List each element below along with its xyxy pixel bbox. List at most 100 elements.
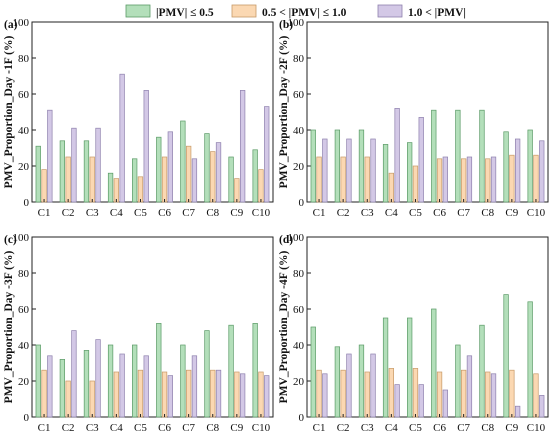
y-tick-label: 40 bbox=[18, 125, 30, 137]
x-tick-label: C10 bbox=[527, 207, 546, 219]
bar-c5-series-2 bbox=[137, 369, 144, 418]
bar-c3-series-2 bbox=[364, 371, 370, 418]
bar-c6-series-1 bbox=[156, 323, 162, 418]
bar-c10-series-3 bbox=[539, 140, 545, 203]
legend-label-low: |PMV| ≤ 0.5 bbox=[156, 7, 214, 19]
bar-c10-series-1 bbox=[252, 149, 258, 203]
y-axis-title: PMV_Proportion_Day -2F (%) bbox=[278, 35, 290, 188]
y-axis-title: PMV_Proportion_Day -1F (%) bbox=[3, 35, 15, 188]
bar-c3-series-1 bbox=[83, 350, 90, 418]
bar-c10-series-2 bbox=[258, 371, 264, 418]
bar-c5-series-3 bbox=[418, 384, 424, 418]
bar-c1-series-3 bbox=[47, 355, 53, 418]
y-tick-label: 20 bbox=[293, 161, 305, 173]
y-tick-label: 100 bbox=[13, 232, 30, 244]
y-axis-title: PMV_Proportion_Day -3F (%) bbox=[3, 250, 15, 403]
bar-c8-series-1 bbox=[479, 324, 485, 418]
bar-c8-series-2 bbox=[210, 369, 216, 418]
y-axis-title: PMV_Proportion_Day -4F (%) bbox=[278, 250, 290, 403]
bar-c3-series-1 bbox=[83, 140, 90, 203]
bar-c4-series-2 bbox=[388, 172, 394, 203]
bar-c2-series-2 bbox=[340, 369, 346, 418]
bar-c9-series-2 bbox=[234, 178, 240, 203]
bar-c2-series-1 bbox=[334, 129, 341, 203]
bar-c10-series-2 bbox=[533, 373, 539, 418]
x-tick-label: C2 bbox=[337, 207, 350, 219]
panel-4: 0 20 40 60 80 100 PMV_Proportion_Day -4F (%) (d… bbox=[278, 232, 549, 434]
bar-c4-series-2 bbox=[113, 178, 119, 203]
x-tick-label: C1 bbox=[313, 207, 326, 219]
y-tick-label: 0 bbox=[24, 197, 30, 209]
bar-c9-series-2 bbox=[509, 154, 515, 203]
x-tick-label: C6 bbox=[433, 207, 446, 219]
y-tick-label: 80 bbox=[293, 53, 305, 65]
bar-c3-series-2 bbox=[364, 156, 370, 203]
bar-c1-series-2 bbox=[316, 369, 322, 418]
x-tick-label: C8 bbox=[206, 422, 219, 434]
y-tick-label: 100 bbox=[13, 17, 30, 29]
bar-c7-series-2 bbox=[186, 145, 192, 203]
y-tick-label: 100 bbox=[288, 232, 305, 244]
y-tick-label: 80 bbox=[293, 268, 305, 280]
plot-frame bbox=[31, 21, 274, 203]
bar-c5-series-3 bbox=[143, 355, 149, 418]
bar-c6-series-2 bbox=[161, 371, 168, 418]
bar-c7-series-3 bbox=[191, 355, 198, 418]
bar-c3-series-3 bbox=[370, 138, 376, 203]
bar-c6-series-3 bbox=[442, 156, 448, 203]
x-tick-label: C2 bbox=[62, 207, 75, 219]
x-tick-label: C5 bbox=[134, 422, 147, 434]
bar-c3-series-2 bbox=[89, 156, 95, 203]
bar-c6-series-3 bbox=[442, 389, 448, 418]
bar-c7-series-2 bbox=[461, 158, 467, 203]
legend-label-mid: 0.5 < |PMV| ≤ 1.0 bbox=[262, 7, 347, 19]
bar-c9-series-1 bbox=[503, 294, 509, 418]
bar-c2-series-3 bbox=[71, 330, 77, 418]
bar-c6-series-1 bbox=[156, 136, 162, 203]
x-tick-label: C2 bbox=[337, 422, 350, 434]
x-tick-label: C6 bbox=[158, 422, 171, 434]
x-tick-label: C5 bbox=[409, 422, 422, 434]
bar-c4-series-3 bbox=[394, 384, 400, 418]
x-tick-label: C8 bbox=[481, 207, 494, 219]
x-tick-label: C1 bbox=[313, 422, 326, 434]
y-tick-label: 60 bbox=[293, 304, 305, 316]
bar-c4-series-3 bbox=[394, 108, 400, 203]
bar-c8-series-2 bbox=[210, 151, 216, 203]
x-tick-label: C3 bbox=[86, 207, 99, 219]
bar-c1-series-1 bbox=[35, 344, 41, 418]
bar-c2-series-2 bbox=[340, 156, 346, 203]
bar-c7-series-1 bbox=[455, 109, 461, 203]
bar-c2-series-1 bbox=[59, 359, 66, 418]
bar-c6-series-3 bbox=[167, 375, 173, 418]
bar-c4-series-1 bbox=[107, 172, 114, 203]
panel-3: 0 20 40 60 80 100 PMV_Proportion_Day -3F (%) (c… bbox=[3, 232, 274, 434]
panel-label: (b) bbox=[279, 19, 293, 31]
plot-frame bbox=[31, 236, 274, 418]
bar-c8-series-3 bbox=[215, 142, 222, 203]
bar-c9-series-1 bbox=[228, 324, 234, 418]
panel-label: (c) bbox=[4, 234, 17, 246]
y-tick-label: 0 bbox=[24, 412, 30, 424]
y-tick-label: 60 bbox=[293, 89, 305, 101]
y-tick-label: 60 bbox=[18, 89, 30, 101]
bar-c9-series-3 bbox=[239, 373, 246, 418]
bar-c9-series-2 bbox=[509, 369, 515, 418]
bar-c7-series-1 bbox=[180, 120, 186, 203]
x-tick-label: C4 bbox=[385, 207, 398, 219]
x-tick-label: C6 bbox=[158, 207, 171, 219]
bar-c7-series-1 bbox=[180, 344, 186, 418]
bar-c4-series-1 bbox=[382, 317, 389, 418]
x-tick-label: C8 bbox=[481, 422, 494, 434]
bar-c7-series-2 bbox=[461, 369, 467, 418]
plot-frame bbox=[306, 21, 549, 203]
bar-c4-series-3 bbox=[119, 73, 125, 203]
bar-c6-series-1 bbox=[431, 109, 437, 203]
x-tick-label: C6 bbox=[433, 422, 446, 434]
y-tick-label: 20 bbox=[18, 376, 30, 388]
bar-c4-series-1 bbox=[107, 344, 114, 418]
bar-c1-series-1 bbox=[310, 326, 316, 418]
x-tick-label: C10 bbox=[252, 207, 271, 219]
bar-c3-series-1 bbox=[358, 129, 365, 203]
bar-c10-series-1 bbox=[527, 129, 533, 203]
